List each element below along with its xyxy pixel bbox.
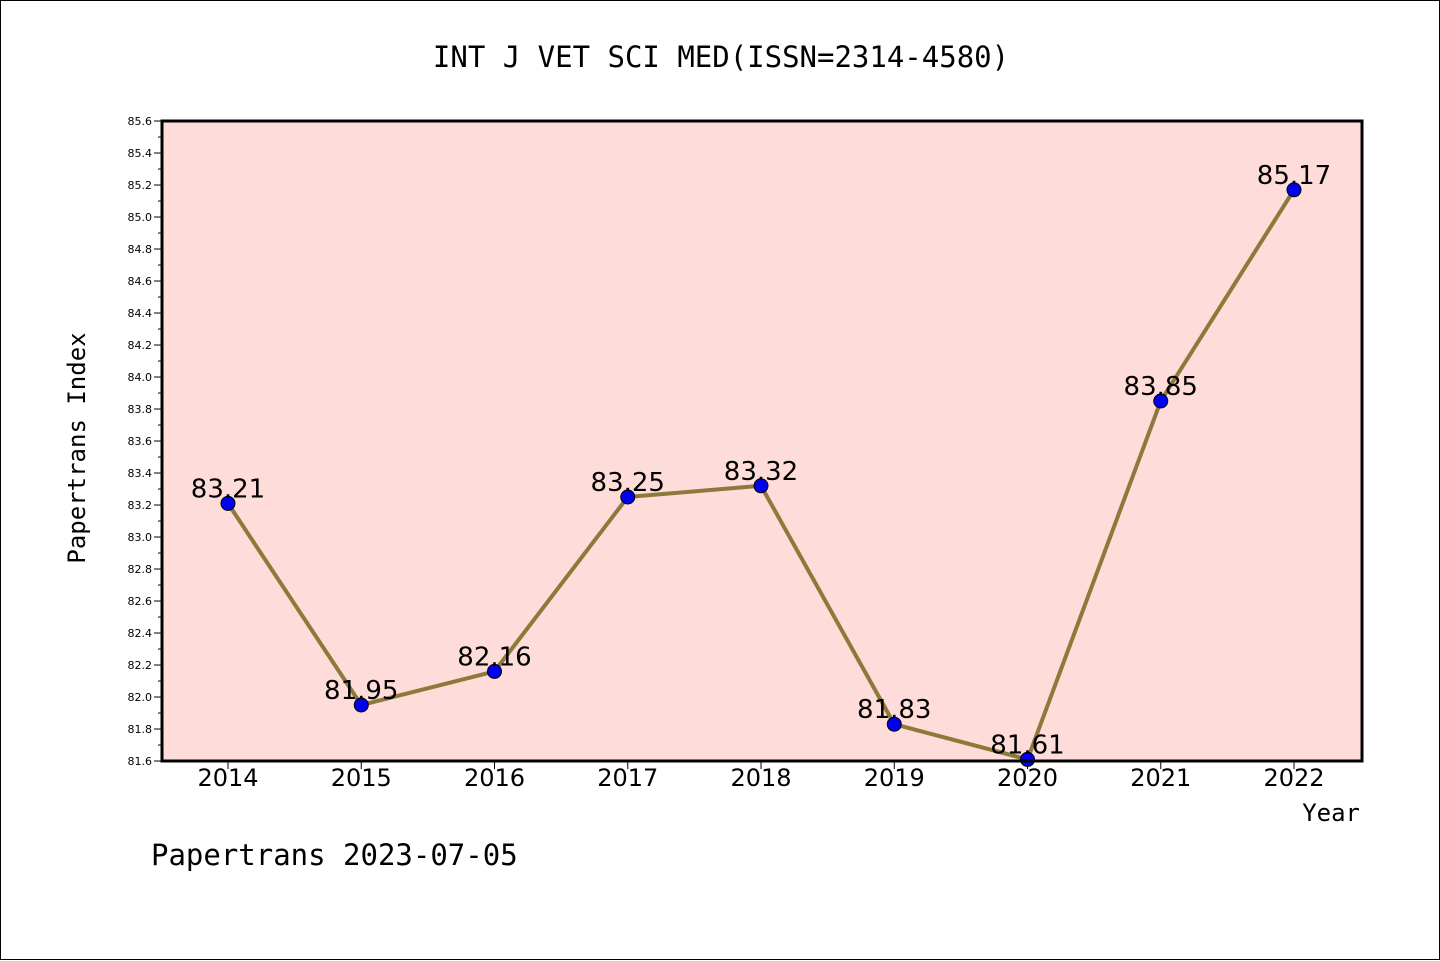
footer-text: Papertrans 2023-07-05 bbox=[151, 838, 518, 872]
y-tick-label: 81.8 bbox=[128, 723, 153, 736]
y-tick-label: 83.0 bbox=[128, 531, 153, 544]
x-tick-label: 2014 bbox=[197, 764, 258, 792]
y-tick-label: 83.2 bbox=[128, 499, 153, 512]
plot-area bbox=[162, 121, 1362, 761]
x-axis-label: Year bbox=[1302, 799, 1360, 827]
y-tick-label: 82.0 bbox=[128, 691, 153, 704]
data-label: 81.61 bbox=[990, 730, 1064, 760]
y-tick-label: 84.8 bbox=[128, 243, 153, 256]
y-tick-label: 83.8 bbox=[128, 403, 153, 416]
chart-title: INT J VET SCI MED(ISSN=2314-4580) bbox=[433, 40, 1009, 74]
x-tick-label: 2018 bbox=[730, 764, 791, 792]
data-point bbox=[487, 663, 502, 679]
y-axis-label: Papertrans Index bbox=[63, 332, 91, 563]
y-tick-label: 85.4 bbox=[128, 147, 153, 160]
data-label: 83.21 bbox=[191, 474, 265, 504]
data-point bbox=[1020, 751, 1035, 767]
x-tick-label: 2015 bbox=[331, 764, 392, 792]
y-tick-label: 81.6 bbox=[128, 755, 153, 768]
data-point bbox=[886, 716, 902, 732]
y-tick-label: 85.2 bbox=[128, 179, 153, 192]
data-point bbox=[1153, 393, 1169, 409]
data-point bbox=[1286, 182, 1302, 198]
x-tick-label: 2016 bbox=[464, 764, 525, 792]
x-tick-label: 2017 bbox=[597, 764, 658, 792]
y-tick-label: 82.4 bbox=[128, 627, 153, 640]
data-point bbox=[753, 478, 769, 494]
x-tick-label: 2021 bbox=[1130, 764, 1191, 792]
x-tick-label: 2022 bbox=[1263, 764, 1324, 792]
plot-border bbox=[160, 119, 1364, 763]
data-label: 83.25 bbox=[591, 468, 665, 498]
y-tick-label: 82.8 bbox=[128, 563, 153, 576]
data-label: 85.17 bbox=[1257, 161, 1331, 191]
y-tick-label: 82.2 bbox=[128, 659, 153, 672]
y-axis: 81.6 81.8 82.0 82.2 82.4 82.6 82.8 83.0 83.2 83.4… bbox=[128, 115, 162, 768]
data-label: 81.95 bbox=[324, 676, 398, 706]
data-labels: 83.21 81.95 82.16 83.25 83.32 81.83 81.61 83.85… bbox=[191, 161, 1331, 761]
y-tick-label: 83.6 bbox=[128, 435, 153, 448]
data-label: 81.83 bbox=[857, 695, 931, 725]
y-tick-label: 84.0 bbox=[128, 371, 153, 384]
y-tick-label: 84.2 bbox=[128, 339, 153, 352]
data-point bbox=[220, 495, 236, 511]
data-label: 83.32 bbox=[724, 457, 798, 487]
y-tick-label: 82.6 bbox=[128, 595, 153, 608]
x-tick-label: 2020 bbox=[997, 764, 1058, 792]
y-tick-label: 85.0 bbox=[128, 211, 153, 224]
data-point bbox=[353, 697, 369, 713]
y-tick-label: 84.6 bbox=[128, 275, 153, 288]
data-label: 82.16 bbox=[457, 642, 531, 672]
y-tick-label: 84.4 bbox=[128, 307, 153, 320]
x-tick-label: 2019 bbox=[864, 764, 925, 792]
y-tick-label: 83.4 bbox=[128, 467, 153, 480]
data-label: 83.85 bbox=[1124, 372, 1198, 402]
data-points bbox=[220, 182, 1302, 767]
y-tick-label: 85.6 bbox=[128, 115, 153, 128]
data-point bbox=[620, 489, 636, 505]
x-axis: 2014 2015 2016 2017 2018 2019 2020 2021 2022 bbox=[197, 761, 1325, 792]
